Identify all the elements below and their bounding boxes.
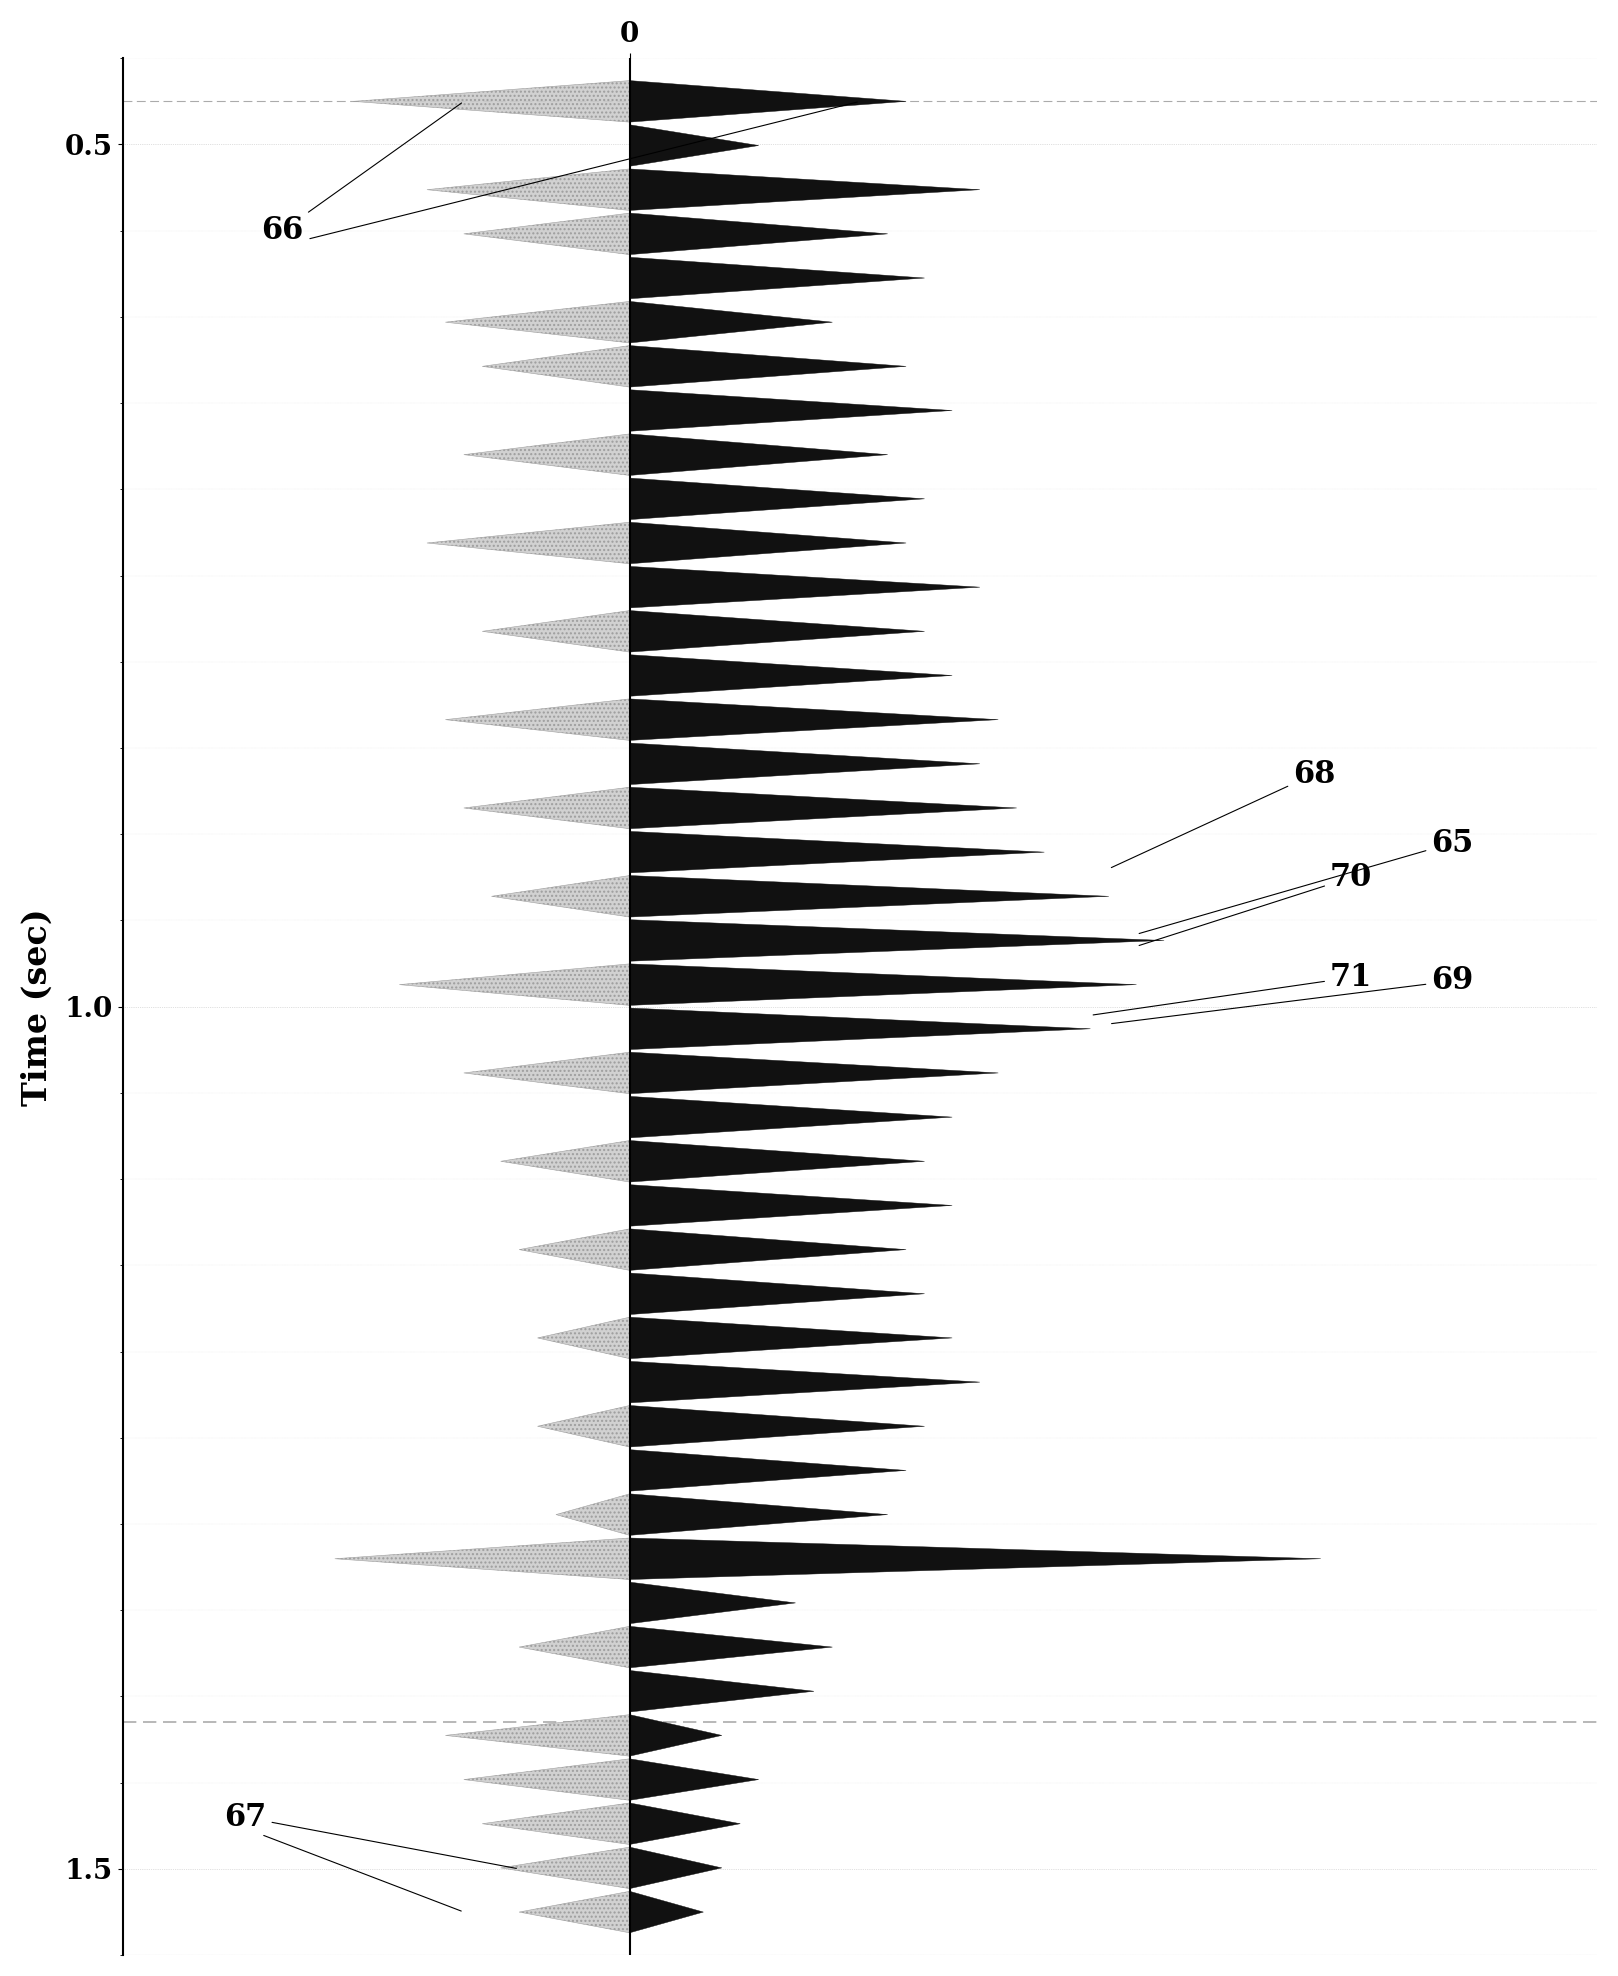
Y-axis label: Time (sec): Time (sec) [21,907,53,1105]
Polygon shape [427,522,629,563]
Polygon shape [519,1229,629,1271]
Polygon shape [629,1405,924,1446]
Polygon shape [629,1891,704,1933]
Polygon shape [629,832,1044,873]
Polygon shape [629,1273,924,1314]
Polygon shape [629,257,924,298]
Polygon shape [629,1450,906,1492]
Polygon shape [353,81,629,123]
Polygon shape [629,81,906,123]
Polygon shape [629,964,1136,1006]
Polygon shape [629,346,906,387]
Polygon shape [482,1802,629,1844]
Polygon shape [500,1140,629,1182]
Polygon shape [629,1097,951,1138]
Text: 69: 69 [1112,966,1474,1024]
Polygon shape [629,654,951,696]
Text: 68: 68 [1112,759,1335,867]
Polygon shape [629,1318,951,1359]
Polygon shape [464,213,629,255]
Text: 70: 70 [1139,862,1372,945]
Polygon shape [629,1229,906,1271]
Text: 66: 66 [260,103,461,247]
Polygon shape [482,611,629,652]
Polygon shape [537,1318,629,1359]
Polygon shape [519,1626,629,1668]
Polygon shape [445,1715,629,1757]
Polygon shape [629,786,1016,828]
Polygon shape [629,567,981,609]
Polygon shape [629,213,888,255]
Polygon shape [335,1537,629,1579]
Polygon shape [629,1626,832,1668]
Text: 65: 65 [1139,828,1474,933]
Polygon shape [464,435,629,476]
Polygon shape [629,875,1108,917]
Polygon shape [427,168,629,211]
Polygon shape [629,1361,981,1403]
Polygon shape [629,1140,924,1182]
Polygon shape [482,346,629,387]
Polygon shape [629,1051,998,1093]
Polygon shape [629,1759,759,1800]
Polygon shape [464,1759,629,1800]
Polygon shape [629,1848,722,1889]
Polygon shape [629,168,981,211]
Polygon shape [500,1848,629,1889]
Polygon shape [629,1670,814,1711]
Polygon shape [537,1405,629,1446]
Polygon shape [629,478,924,520]
Polygon shape [557,1494,629,1535]
Polygon shape [629,611,924,652]
Polygon shape [629,522,906,563]
Polygon shape [629,1715,722,1757]
Polygon shape [629,743,981,784]
Polygon shape [629,1583,796,1624]
Polygon shape [400,964,629,1006]
Polygon shape [519,1891,629,1933]
Polygon shape [629,919,1163,960]
Text: 67: 67 [225,1802,516,1869]
Polygon shape [629,1494,888,1535]
Polygon shape [629,124,759,166]
Polygon shape [445,302,629,344]
Polygon shape [492,875,629,917]
Polygon shape [629,389,951,431]
Polygon shape [464,1051,629,1093]
Polygon shape [629,1008,1091,1049]
Polygon shape [629,700,998,741]
Polygon shape [629,1186,951,1227]
Polygon shape [629,1802,741,1844]
Polygon shape [445,700,629,741]
Polygon shape [464,786,629,828]
Polygon shape [629,1537,1320,1579]
Polygon shape [629,302,832,344]
Polygon shape [629,435,888,476]
Text: 71: 71 [1094,962,1372,1016]
